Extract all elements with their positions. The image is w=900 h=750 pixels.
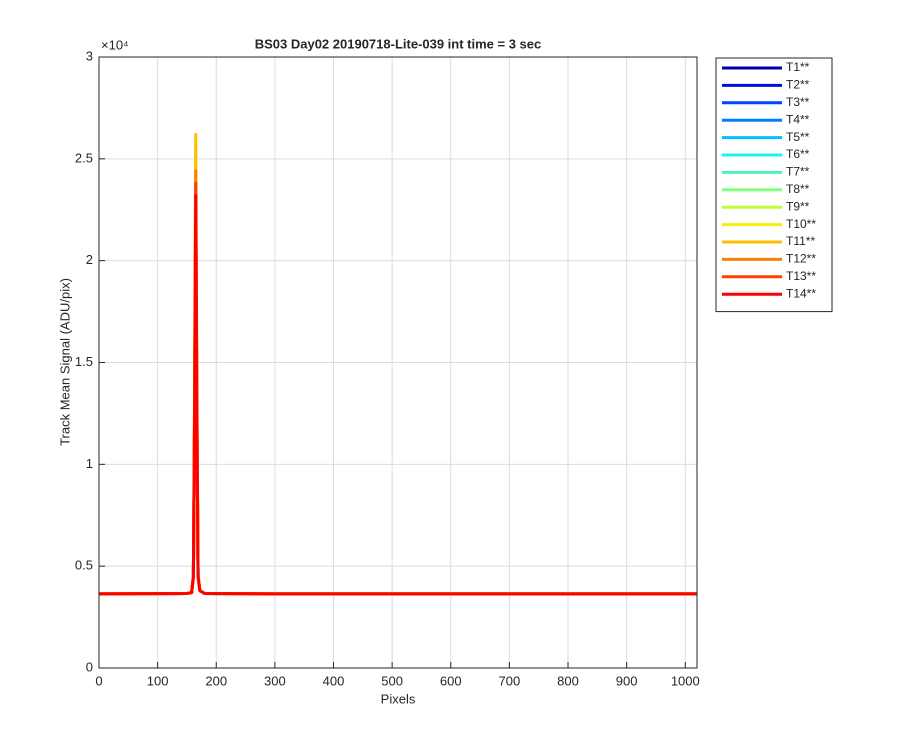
legend-label: T8** [786,182,810,196]
x-axis-label: Pixels [381,691,416,706]
legend-label: T14** [786,286,816,300]
x-tick-label: 0 [95,673,102,688]
legend-label: T7** [786,165,810,179]
x-tick-label: 900 [616,673,638,688]
y-tick-label: 0.5 [75,558,93,573]
legend-label: T4** [786,112,810,126]
x-tick-label: 300 [264,673,286,688]
x-tick-label: 600 [440,673,462,688]
x-tick-label: 400 [323,673,345,688]
legend-label: T3** [786,95,810,109]
y-axis-label: Track Mean Signal (ADU/pix) [57,278,72,446]
legend-label: T2** [786,78,810,92]
legend-box [715,57,833,313]
x-tick-label: 200 [205,673,227,688]
legend-label: T5** [786,130,810,144]
line-series [98,193,697,596]
y-tick-label: 3 [86,48,93,63]
y-multiplier: ×10⁴ [101,37,129,52]
y-tick-label: 1 [86,456,93,471]
legend-label: T1** [786,60,810,74]
legend-label: T13** [786,269,816,283]
x-tick-label: 100 [147,673,169,688]
chart-title: BS03 Day02 20190718-Lite-039 int time = … [255,36,542,51]
legend-label: T6** [786,147,810,161]
x-tick-label: 800 [557,673,579,688]
y-tick-label: 2 [86,252,93,267]
y-tick-label: 2.5 [75,150,93,165]
legend-label: T10** [786,217,816,231]
y-tick-label: 0 [86,659,93,674]
legend-label: T12** [786,252,816,266]
legend-label: T11** [786,234,815,248]
legend-label: T9** [786,199,810,213]
plot-frame [98,56,698,669]
y-tick-label: 1.5 [75,354,93,369]
x-tick-label: 700 [499,673,521,688]
x-tick-label: 500 [381,673,403,688]
x-tick-label: 1000 [671,673,700,688]
